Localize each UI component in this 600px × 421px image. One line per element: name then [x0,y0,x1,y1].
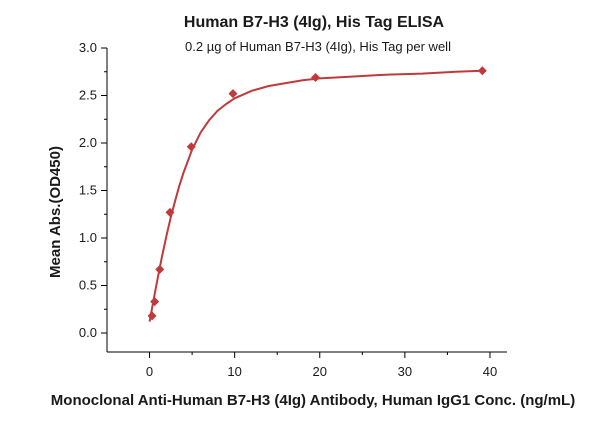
y-tick-label: 3.0 [79,40,97,55]
data-point [311,72,321,82]
y-tick-label: 2.0 [79,135,97,150]
y-tick-label: 1.5 [79,183,97,198]
chart-title: Human B7-H3 (4Ig), His Tag ELISA [184,14,445,31]
data-point [165,207,175,217]
x-axis-label: Monoclonal Anti-Human B7-H3 (4Ig) Antibo… [51,392,575,409]
y-tick-label: 2.5 [79,88,97,103]
y-tick-label: 0.5 [79,278,97,293]
y-axis-label: Mean Abs.(OD450) [47,146,64,278]
data-point [228,89,238,99]
chart-subtitle: 0.2 µg of Human B7-H3 (4Ig), His Tag per… [185,39,451,54]
x-tick-label: 30 [398,364,412,379]
y-tick-label: 0.0 [79,325,97,340]
y-tick-label: 1.0 [79,230,97,245]
data-point [477,66,487,76]
x-tick-label: 40 [483,364,497,379]
data-point [186,142,196,152]
x-tick-label: 20 [313,364,327,379]
data-point [150,297,160,307]
fit-curve [148,69,483,322]
x-tick-label: 0 [146,364,153,379]
data-point [147,311,157,321]
data-point [155,264,165,274]
x-tick-label: 10 [227,364,241,379]
